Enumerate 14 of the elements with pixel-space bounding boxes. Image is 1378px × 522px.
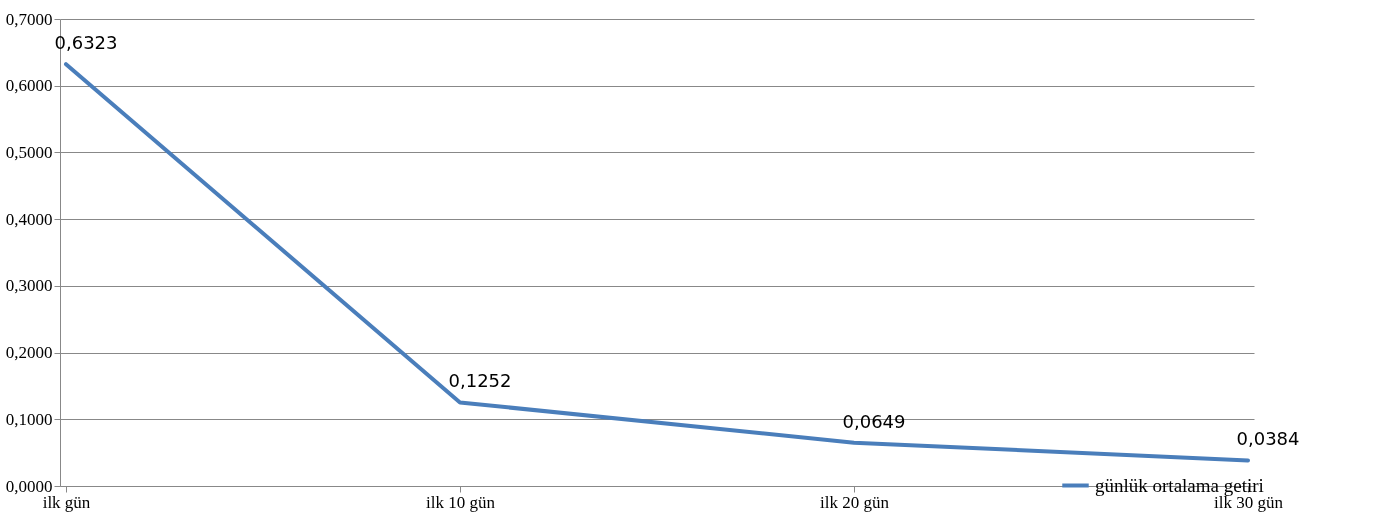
data-label: 0,0649 [842,410,906,432]
data-label: 0,6323 [54,32,118,54]
y-tick-label: 0,2000 [5,343,53,363]
data-label: 0,0384 [1236,428,1300,450]
y-tick-label: 0,7000 [5,9,53,29]
legend-label: günlük ortalama getiri [1095,474,1264,496]
y-tick-label: 0,6000 [5,76,53,96]
y-tick-label: 0,4000 [5,209,53,229]
y-tick-label: 0,3000 [5,276,53,296]
y-tick-label: 0,1000 [5,409,53,429]
data-label: 0,1252 [448,370,512,392]
x-tick-label: ilk 10 gün [426,492,496,512]
x-tick-label: ilk 20 gün [820,492,890,512]
y-tick-label: 0,5000 [5,142,53,162]
